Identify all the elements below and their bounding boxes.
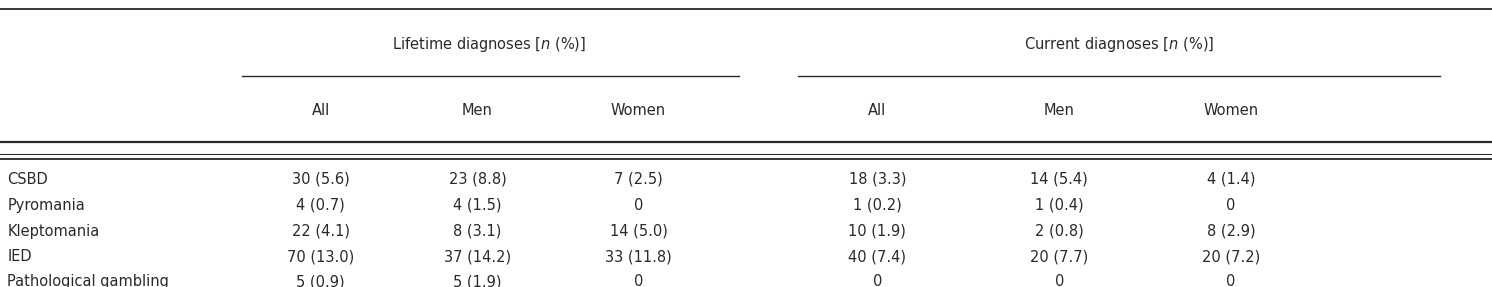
Text: Kleptomania: Kleptomania [7,224,100,238]
Text: All: All [868,103,886,118]
Text: Pathological gambling: Pathological gambling [7,274,169,287]
Text: CSBD: CSBD [7,172,48,187]
Text: 40 (7.4): 40 (7.4) [849,249,906,264]
Text: Pyromania: Pyromania [7,198,85,213]
Text: 8 (3.1): 8 (3.1) [454,224,501,238]
Text: 0: 0 [1226,274,1235,287]
Text: 0: 0 [634,198,643,213]
Text: 2 (0.8): 2 (0.8) [1035,224,1083,238]
Text: 8 (2.9): 8 (2.9) [1207,224,1255,238]
Text: 20 (7.2): 20 (7.2) [1201,249,1261,264]
Text: 18 (3.3): 18 (3.3) [849,172,906,187]
Text: Women: Women [1204,103,1258,118]
Text: 20 (7.7): 20 (7.7) [1029,249,1089,264]
Text: 14 (5.4): 14 (5.4) [1031,172,1088,187]
Text: Men: Men [1044,103,1074,118]
Text: All: All [312,103,330,118]
Text: 0: 0 [873,274,882,287]
Text: 5 (0.9): 5 (0.9) [297,274,345,287]
Text: 7 (2.5): 7 (2.5) [615,172,662,187]
Text: 22 (4.1): 22 (4.1) [292,224,349,238]
Text: Lifetime diagnoses [$\it{n}$ (%)]: Lifetime diagnoses [$\it{n}$ (%)] [392,35,586,54]
Text: 70 (13.0): 70 (13.0) [286,249,355,264]
Text: 23 (8.8): 23 (8.8) [449,172,506,187]
Text: 0: 0 [1226,198,1235,213]
Text: IED: IED [7,249,33,264]
Text: 4 (0.7): 4 (0.7) [297,198,345,213]
Text: Women: Women [612,103,665,118]
Text: Men: Men [463,103,492,118]
Text: 5 (1.9): 5 (1.9) [454,274,501,287]
Text: 4 (1.5): 4 (1.5) [454,198,501,213]
Text: 30 (5.6): 30 (5.6) [292,172,349,187]
Text: 0: 0 [634,274,643,287]
Text: 33 (11.8): 33 (11.8) [606,249,671,264]
Text: 1 (0.2): 1 (0.2) [853,198,901,213]
Text: 4 (1.4): 4 (1.4) [1207,172,1255,187]
Text: 10 (1.9): 10 (1.9) [849,224,906,238]
Text: 14 (5.0): 14 (5.0) [610,224,667,238]
Text: 1 (0.4): 1 (0.4) [1035,198,1083,213]
Text: 0: 0 [1055,274,1064,287]
Text: Current diagnoses [$\it{n}$ (%)]: Current diagnoses [$\it{n}$ (%)] [1024,35,1214,54]
Text: 37 (14.2): 37 (14.2) [445,249,510,264]
